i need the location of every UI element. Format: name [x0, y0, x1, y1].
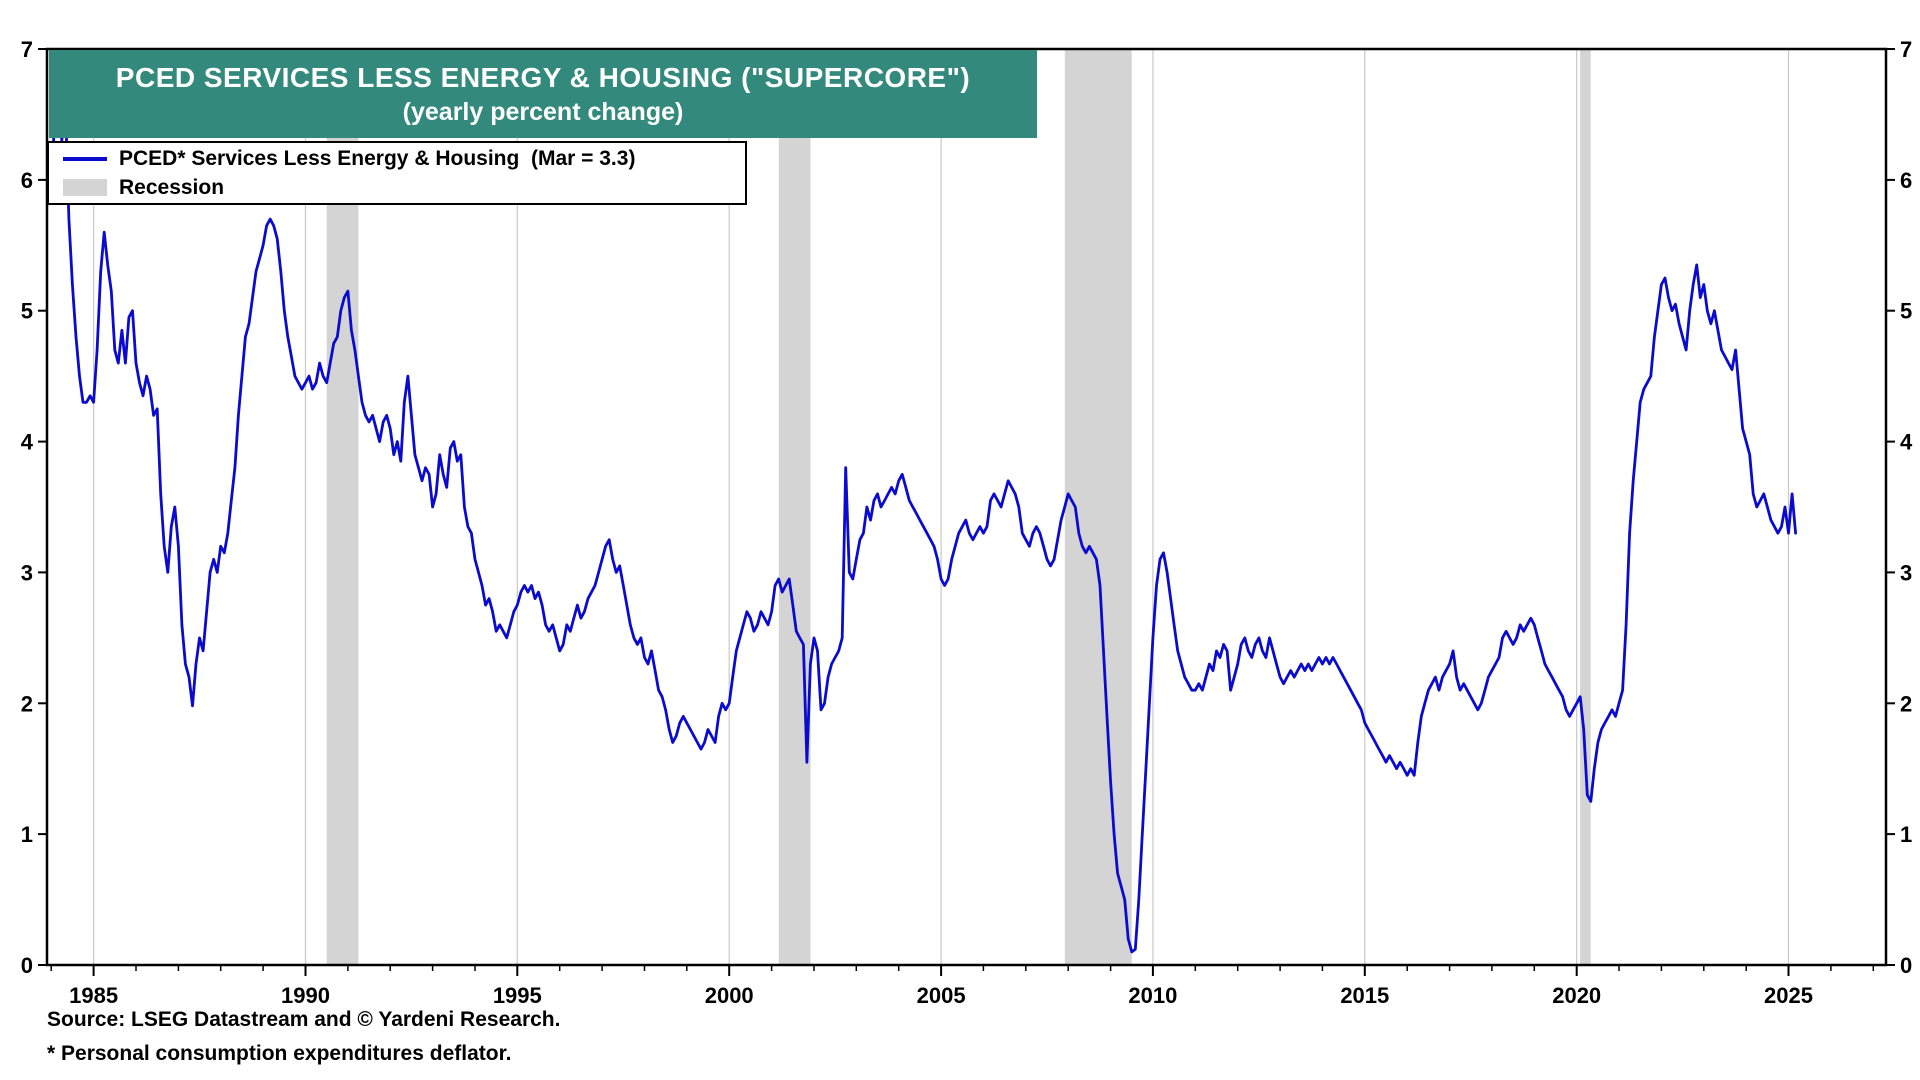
- svg-text:1990: 1990: [281, 983, 330, 1008]
- svg-text:2025: 2025: [1764, 983, 1813, 1008]
- svg-text:5: 5: [1900, 299, 1912, 324]
- svg-text:4: 4: [1900, 430, 1913, 455]
- footnote: * Personal consumption expenditures defl…: [47, 1042, 512, 1065]
- chart-title-box: PCED SERVICES LESS ENERGY & HOUSING ("SU…: [49, 50, 1037, 138]
- svg-text:1: 1: [1900, 822, 1912, 847]
- recession-label: Recession: [119, 175, 225, 199]
- svg-text:3: 3: [1900, 560, 1912, 585]
- svg-text:2015: 2015: [1340, 983, 1389, 1008]
- svg-text:2: 2: [21, 691, 33, 716]
- svg-text:0: 0: [21, 953, 33, 978]
- svg-text:2020: 2020: [1552, 983, 1601, 1008]
- recession-swatch: [63, 179, 107, 196]
- svg-text:6: 6: [21, 168, 33, 193]
- svg-text:2005: 2005: [917, 983, 966, 1008]
- source-note: Source: LSEG Datastream and © Yardeni Re…: [47, 1008, 561, 1031]
- series-line-swatch: [63, 156, 107, 161]
- svg-text:0: 0: [1900, 953, 1912, 978]
- svg-text:1985: 1985: [69, 983, 118, 1008]
- svg-text:3: 3: [21, 560, 33, 585]
- svg-text:2010: 2010: [1128, 983, 1177, 1008]
- svg-text:2000: 2000: [705, 983, 754, 1008]
- svg-text:7: 7: [1900, 37, 1912, 62]
- svg-text:5: 5: [21, 299, 33, 324]
- chart-subtitle: (yearly percent change): [402, 97, 684, 126]
- legend-box: PCED* Services Less Energy & Housing (Ma…: [47, 141, 747, 205]
- svg-text:1995: 1995: [493, 983, 542, 1008]
- legend-recession-row: Recession: [63, 174, 745, 201]
- svg-text:4: 4: [21, 430, 34, 455]
- series-label: PCED* Services Less Energy & Housing (Ma…: [119, 146, 636, 170]
- svg-text:7: 7: [21, 37, 33, 62]
- svg-text:2: 2: [1900, 691, 1912, 716]
- svg-text:1: 1: [21, 822, 33, 847]
- chart-title: PCED SERVICES LESS ENERGY & HOUSING ("SU…: [115, 61, 971, 93]
- svg-text:6: 6: [1900, 168, 1912, 193]
- legend-series-row: PCED* Services Less Energy & Housing (Ma…: [63, 145, 745, 172]
